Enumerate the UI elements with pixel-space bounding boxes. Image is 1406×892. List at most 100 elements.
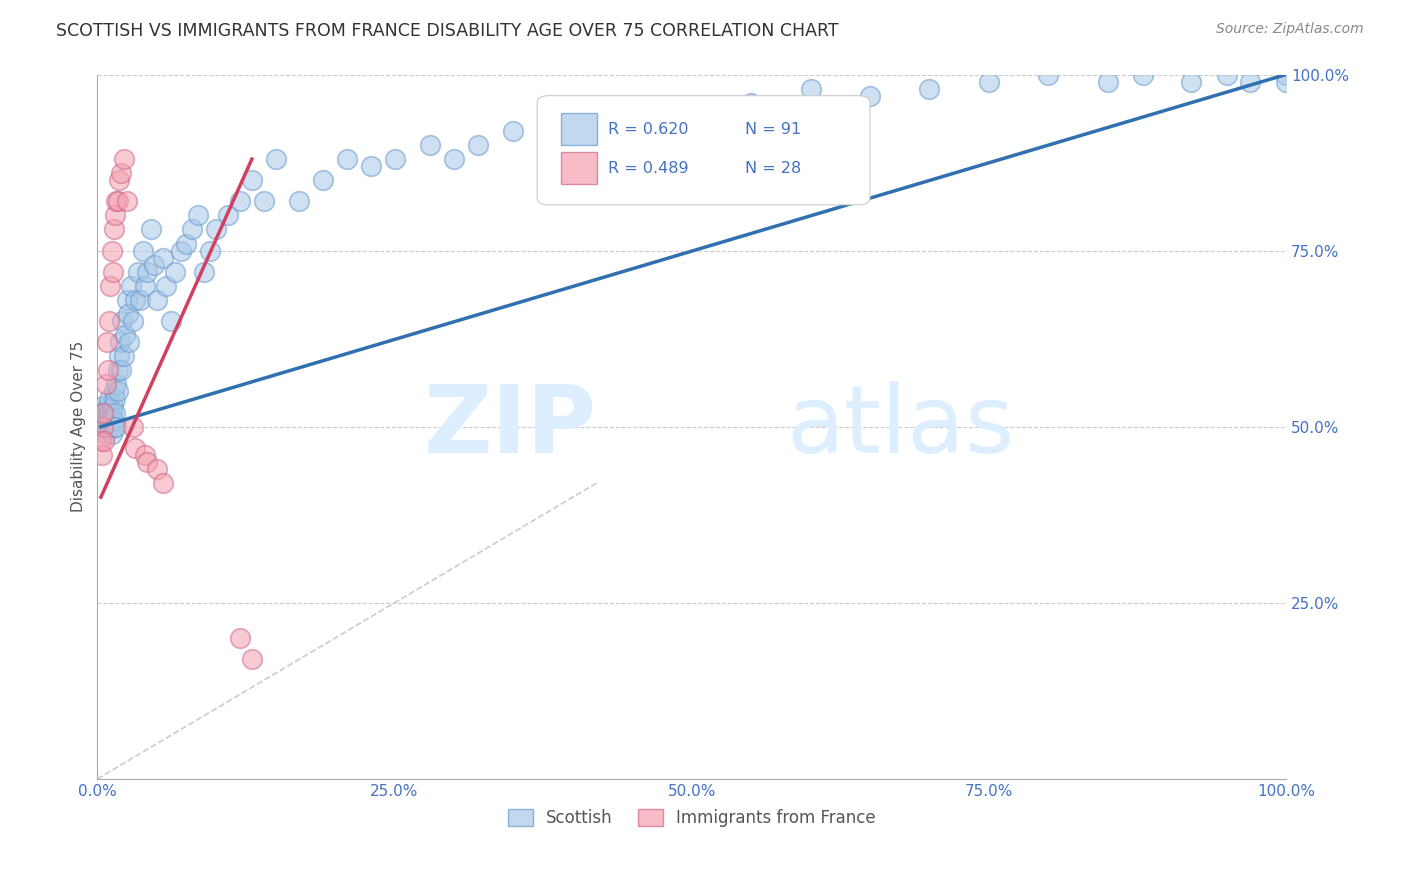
Point: [240, 652, 263, 666]
Point: [169, 244, 191, 258]
Point: [103, 384, 125, 399]
Point: [443, 152, 465, 166]
FancyBboxPatch shape: [561, 113, 596, 145]
Point: [90, 434, 112, 448]
Point: [105, 419, 128, 434]
Point: [91, 412, 114, 426]
Point: [740, 95, 762, 110]
Point: [115, 293, 138, 307]
Point: [134, 278, 156, 293]
Point: [98, 314, 121, 328]
Point: [1132, 68, 1154, 82]
Point: [101, 399, 124, 413]
Point: [110, 166, 132, 180]
Point: [117, 307, 139, 321]
Point: [360, 159, 382, 173]
Point: [100, 412, 122, 426]
Point: [918, 81, 941, 95]
Point: [193, 265, 215, 279]
Point: [91, 399, 114, 413]
Point: [107, 173, 129, 187]
Point: [91, 406, 114, 420]
Point: [101, 412, 124, 426]
Point: [101, 265, 124, 279]
Point: [124, 441, 146, 455]
Point: [163, 265, 186, 279]
Point: [139, 222, 162, 236]
Point: [110, 363, 132, 377]
Point: [108, 335, 131, 350]
Point: [217, 208, 239, 222]
Point: [240, 173, 263, 187]
Point: [859, 88, 882, 103]
Point: [152, 476, 174, 491]
Point: [93, 434, 115, 448]
Point: [94, 426, 117, 441]
Point: [97, 399, 120, 413]
Point: [107, 194, 129, 209]
Point: [502, 124, 524, 138]
Text: SCOTTISH VS IMMIGRANTS FROM FRANCE DISABILITY AGE OVER 75 CORRELATION CHART: SCOTTISH VS IMMIGRANTS FROM FRANCE DISAB…: [56, 22, 839, 40]
Point: [122, 314, 145, 328]
Point: [105, 377, 128, 392]
Point: [288, 194, 311, 209]
Text: R = 0.489: R = 0.489: [609, 161, 689, 176]
Text: N = 91: N = 91: [745, 122, 801, 137]
Point: [100, 244, 122, 258]
Point: [977, 74, 1000, 88]
Text: ZIP: ZIP: [423, 381, 596, 473]
Point: [107, 384, 129, 399]
FancyBboxPatch shape: [561, 152, 596, 184]
Point: [94, 412, 117, 426]
Point: [104, 392, 127, 406]
Point: [229, 194, 252, 209]
Point: [100, 419, 122, 434]
Point: [152, 251, 174, 265]
Point: [98, 419, 121, 434]
Point: [91, 419, 114, 434]
Point: [120, 278, 142, 293]
Point: [146, 293, 169, 307]
Point: [1215, 68, 1237, 82]
Point: [155, 278, 177, 293]
Point: [419, 138, 441, 153]
Y-axis label: Disability Age Over 75: Disability Age Over 75: [72, 341, 86, 512]
Point: [146, 462, 169, 476]
Legend: Scottish, Immigrants from France: Scottish, Immigrants from France: [501, 803, 883, 834]
Point: [160, 314, 183, 328]
Point: [90, 406, 112, 420]
Point: [104, 208, 127, 222]
Point: [1038, 68, 1060, 82]
Text: atlas: atlas: [787, 381, 1015, 473]
Point: [124, 293, 146, 307]
Point: [107, 349, 129, 363]
Point: [129, 293, 152, 307]
Point: [122, 419, 145, 434]
Point: [115, 194, 138, 209]
Point: [585, 138, 607, 153]
Point: [136, 265, 159, 279]
Point: [1097, 74, 1119, 88]
Point: [467, 138, 489, 153]
Point: [205, 222, 228, 236]
Point: [187, 208, 209, 222]
Point: [118, 335, 141, 350]
Point: [103, 419, 125, 434]
Point: [336, 152, 359, 166]
Point: [384, 152, 406, 166]
Point: [799, 81, 821, 95]
Point: [1275, 68, 1298, 82]
Point: [93, 419, 115, 434]
Point: [114, 328, 136, 343]
Point: [143, 258, 166, 272]
Point: [111, 314, 134, 328]
Point: [96, 406, 118, 420]
Point: [112, 349, 135, 363]
Point: [100, 406, 122, 420]
Point: [1239, 74, 1261, 88]
Point: [100, 278, 122, 293]
Text: Source: ZipAtlas.com: Source: ZipAtlas.com: [1216, 22, 1364, 37]
Point: [1180, 74, 1202, 88]
Point: [98, 392, 121, 406]
Point: [97, 363, 120, 377]
